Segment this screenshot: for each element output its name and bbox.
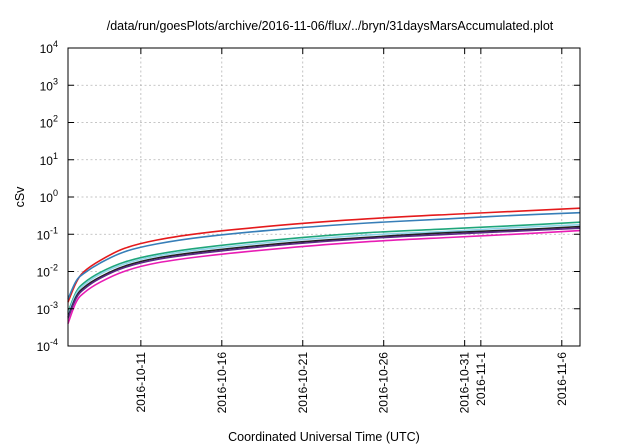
- y-tick-label: 104: [40, 39, 58, 56]
- y-axis-label: cSv: [13, 186, 27, 208]
- x-tick-label: 2016-10-31: [458, 352, 472, 414]
- y-tick-label: 10-3: [37, 300, 58, 317]
- x-tick-label: 2016-10-21: [296, 352, 310, 414]
- series-line-5: [67, 225, 581, 318]
- axis-ticks: [68, 47, 580, 347]
- y-tick-label: 10-1: [37, 225, 58, 242]
- series-line-3: [67, 221, 581, 313]
- y-tick-label: 10-2: [37, 263, 58, 280]
- x-tick-label: 2016-10-26: [377, 352, 391, 414]
- x-tick-label: 2016-10-16: [215, 352, 229, 414]
- y-tick-label: 10-4: [37, 337, 58, 354]
- y-tick-labels: 10-4 10-3 10-2 10-1 100 101 102 103 104: [37, 39, 58, 354]
- x-tick-label: 2016-11-1: [474, 352, 488, 406]
- x-tick-label: 2016-10-11: [134, 352, 148, 413]
- chart-title: /data/run/goesPlots/archive/2016-11-06/f…: [107, 19, 554, 33]
- y-tick-label: 101: [40, 151, 58, 168]
- y-tick-label: 100: [40, 188, 58, 205]
- plot-lines: [67, 207, 581, 324]
- x-tick-labels: 2016-10-11 2016-10-16 2016-10-21 2016-10-26…: [134, 352, 569, 414]
- series-line-4: [67, 223, 581, 315]
- y-tick-label: 102: [40, 114, 58, 131]
- grid: [68, 48, 580, 346]
- series-line-7: [67, 229, 581, 324]
- series-line-6: [67, 227, 581, 319]
- x-tick-label: 2016-11-6: [555, 352, 569, 406]
- y-tick-label: 103: [40, 76, 58, 93]
- series-line-1: [67, 207, 581, 303]
- series-line-2: [67, 211, 581, 300]
- x-axis-label: Coordinated Universal Time (UTC): [228, 430, 420, 444]
